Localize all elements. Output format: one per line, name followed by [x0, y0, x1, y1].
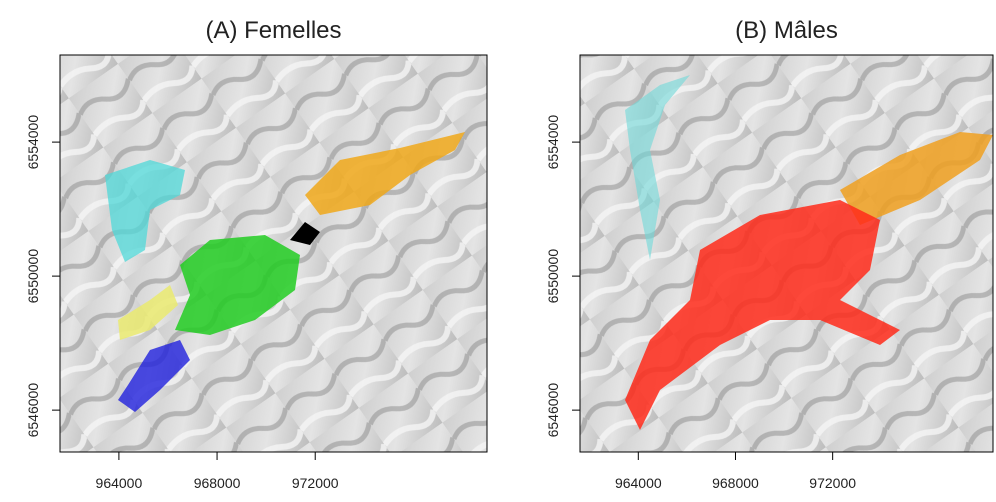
- panel-b: (B) Mâles 964000 968000 972000 6546000 655000…: [545, 17, 993, 491]
- x-tick-label: 964000: [615, 475, 662, 491]
- panel-a: (A) Femelles 964000 968000 972000 6546000 655…: [25, 17, 487, 491]
- x-tick-label: 972000: [292, 475, 339, 491]
- y-tick-label: 6550000: [545, 249, 561, 304]
- y-tick-label: 6550000: [25, 249, 41, 304]
- x-tick-label: 964000: [96, 475, 143, 491]
- figure: (A) Femelles 964000 968000 972000 6546000 655…: [0, 0, 996, 497]
- x-tick-label: 968000: [194, 475, 241, 491]
- x-tick-label: 968000: [712, 475, 759, 491]
- panel-title: (B) Mâles: [735, 17, 838, 44]
- y-tick-label: 6554000: [25, 115, 41, 170]
- x-tick-label: 972000: [809, 475, 856, 491]
- panel-title: (A) Femelles: [205, 17, 341, 44]
- y-tick-label: 6546000: [545, 383, 561, 438]
- y-tick-label: 6554000: [545, 115, 561, 170]
- y-tick-label: 6546000: [25, 383, 41, 438]
- page: (A) Femelles 964000 968000 972000 6546000 655…: [0, 0, 996, 502]
